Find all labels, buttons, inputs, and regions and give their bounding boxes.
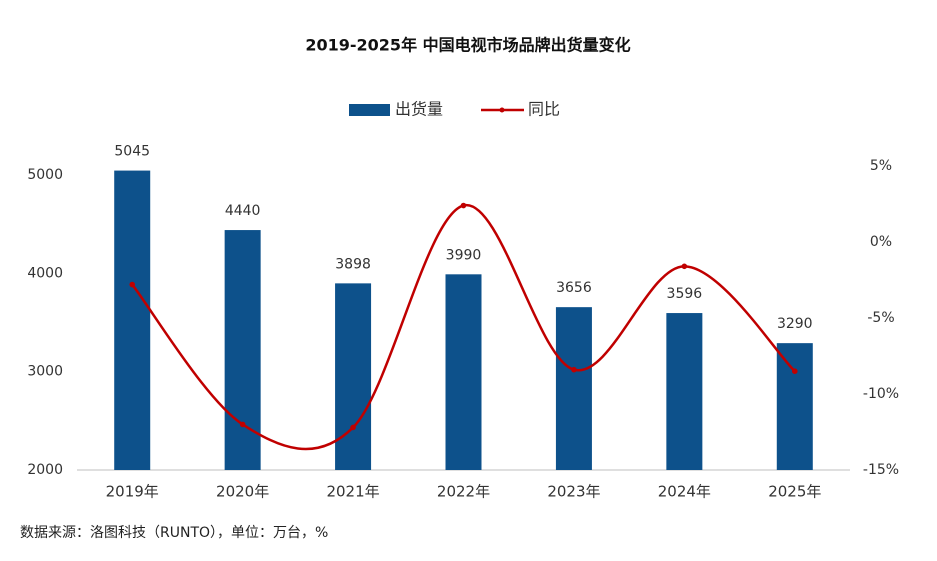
bar-value-label: 4440 — [225, 203, 261, 219]
bar — [666, 313, 703, 470]
line-point — [681, 263, 688, 270]
y2-tick-label: 5% — [870, 158, 892, 174]
x-tick-label: 2020年 — [216, 483, 269, 501]
y2-tick-label: -10% — [863, 386, 899, 402]
y-tick-label: 2000 — [27, 462, 63, 478]
bar-value-label: 3990 — [446, 247, 482, 263]
x-tick-label: 2025年 — [768, 483, 821, 501]
y2-tick-label: 0% — [870, 234, 892, 250]
bar-value-label: 3290 — [777, 316, 813, 332]
bar — [224, 230, 261, 470]
line-point — [460, 202, 467, 209]
line-point — [571, 366, 577, 373]
bar — [335, 283, 372, 470]
bar — [114, 170, 151, 470]
y-tick-label: 4000 — [27, 265, 63, 281]
source-note: 数据来源：洛图科技（RUNTO），单位：万台，% — [20, 525, 328, 541]
x-tick-label: 2023年 — [547, 483, 600, 501]
bar-value-label: 3596 — [667, 286, 703, 302]
legend-label: 出货量 — [395, 100, 443, 119]
x-tick-label: 2024年 — [658, 483, 711, 501]
x-tick-label: 2021年 — [326, 483, 379, 501]
y2-tick-label: -15% — [863, 462, 899, 478]
bar — [555, 307, 592, 470]
legend-swatch — [349, 104, 390, 116]
line-point — [239, 421, 246, 428]
bar-value-label: 3898 — [335, 256, 371, 272]
bar — [445, 274, 482, 470]
line-point — [129, 281, 136, 288]
line-point — [791, 368, 798, 375]
bar-value-label: 5045 — [114, 144, 150, 160]
legend-label: 同比 — [528, 100, 560, 119]
chart-title: 2019-2025年 中国电视市场品牌出货量变化 — [305, 36, 630, 55]
y2-tick-label: -5% — [867, 310, 894, 326]
legend-swatch — [499, 107, 505, 113]
x-tick-label: 2019年 — [106, 483, 159, 501]
x-tick-label: 2022年 — [437, 483, 490, 501]
y-tick-label: 3000 — [27, 364, 63, 380]
bar — [776, 343, 813, 470]
y-tick-label: 5000 — [27, 167, 63, 183]
bar-value-label: 3656 — [556, 280, 592, 296]
line-point — [350, 424, 356, 431]
